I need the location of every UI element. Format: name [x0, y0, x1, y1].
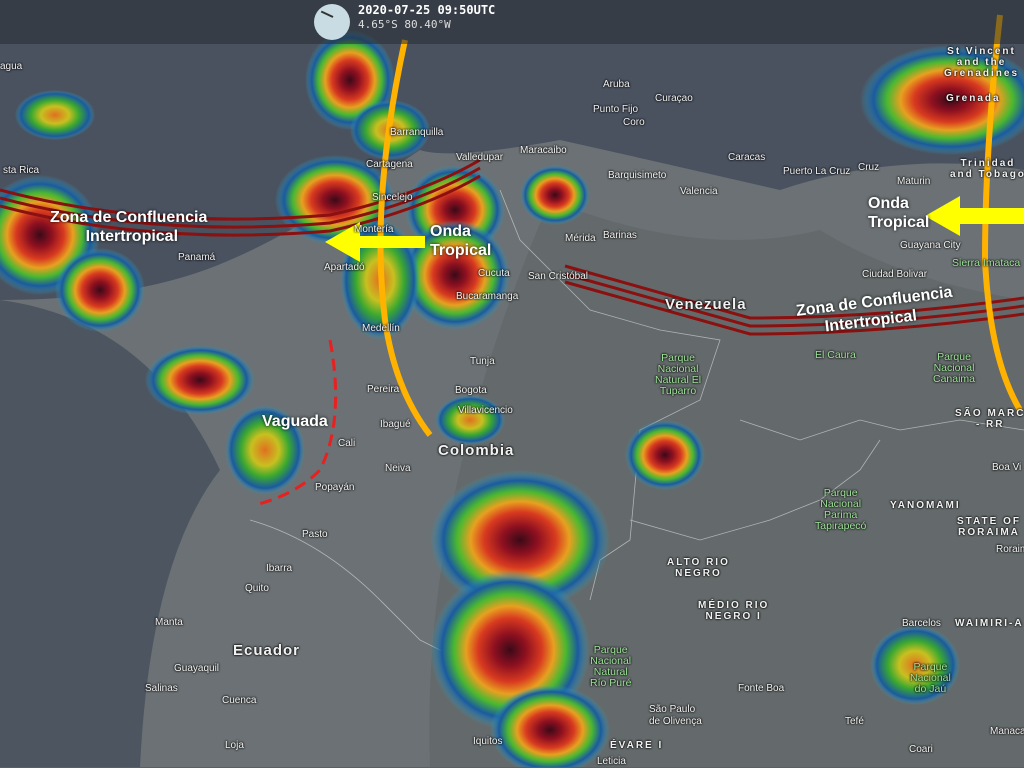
region-label: St Vincent and the Grenadines	[944, 46, 1020, 79]
place-label: Manta	[155, 617, 183, 628]
place-label: San Cristóbal	[528, 271, 589, 282]
place-label: Tefé	[845, 716, 864, 727]
place-label: Aruba	[603, 79, 630, 90]
place-label: Cartagena	[366, 159, 413, 170]
place-label: Boa Vi	[992, 462, 1022, 473]
place-label: Pasto	[302, 529, 328, 540]
borders	[249, 189, 1024, 661]
place-label: Valledupar	[456, 152, 504, 163]
place-label: Loja	[225, 740, 244, 751]
clock-icon	[314, 4, 350, 40]
place-label: São Paulo de Olivença	[649, 704, 702, 727]
place-label: Manaca	[990, 726, 1024, 737]
place-label: Neiva	[385, 463, 411, 474]
tropical-wave-axis-left	[377, 39, 433, 437]
place-label: Barquisimeto	[608, 170, 667, 181]
region-label: ALTO RIO NEGRO	[667, 557, 730, 579]
place-label: Maturin	[897, 176, 931, 187]
place-label: Villavicencio	[458, 405, 513, 416]
place-label: Caracas	[728, 152, 766, 163]
region-label: SÃO MARC - RR	[955, 408, 1024, 430]
region-label: STATE OF RORAIMA	[957, 516, 1021, 538]
trough-label: Vaguada	[262, 413, 328, 430]
place-label: Tunja	[470, 356, 495, 367]
itcz-lines-right	[564, 264, 1024, 336]
country-label: Ecuador	[233, 642, 301, 659]
place-label: Guayana City	[900, 240, 961, 251]
place-label: Barinas	[603, 230, 637, 241]
place-label: Coari	[909, 744, 933, 755]
place-label: Cuenca	[222, 695, 257, 706]
place-label: Sincelejo	[372, 192, 413, 203]
place-label: Ibagué	[380, 419, 411, 430]
place-label: Medellín	[362, 323, 400, 334]
place-label: Salinas	[145, 683, 178, 694]
place-label: Quito	[245, 583, 269, 594]
place-label: Valencia	[680, 186, 718, 197]
place-label: Roraim	[996, 544, 1024, 555]
region-label: WAIMIRI-A	[955, 618, 1024, 629]
country-label: Colombia	[438, 442, 515, 459]
place-label: Montería	[354, 224, 394, 235]
place-label: Pereira	[367, 384, 400, 395]
park-label: Parque Nacional Canaima	[933, 351, 976, 385]
park-label: Parque Nacional Natural El Tuparro	[655, 352, 702, 397]
country-label: Venezuela	[665, 296, 747, 313]
region-label: YANOMAMI	[890, 500, 961, 511]
place-label: Popayán	[315, 482, 355, 493]
trough-line	[254, 339, 338, 507]
place-label: Mérida	[565, 233, 596, 244]
park-label: Sierra Imataca	[952, 257, 1021, 269]
park-label: Parque Nacional Parima Tapirapecó	[815, 487, 867, 532]
pacific-ocean	[0, 300, 220, 767]
place-label: Barranquilla	[390, 127, 444, 138]
place-label: Coro	[623, 117, 645, 128]
region-label: Trinidad and Tobago	[950, 158, 1024, 180]
region-label: MÉDIO RIO NEGRO I	[698, 600, 770, 622]
place-label: Cucuta	[478, 268, 510, 279]
place-label: Iquitos	[473, 736, 503, 747]
place-label: Apartadó	[324, 262, 365, 273]
place-label: agua	[0, 61, 23, 72]
place-label: Ibarra	[266, 563, 293, 574]
place-label: Maracaibo	[520, 145, 567, 156]
tropical-wave-label-right: Onda Tropical	[868, 195, 930, 231]
info-bar	[0, 0, 1024, 44]
place-label: Panamá	[178, 252, 216, 263]
caribbean-sea	[0, 0, 1024, 300]
place-label: Ciudad Bolivar	[862, 269, 928, 280]
place-label: Punto Fijo	[593, 104, 639, 115]
place-label: Fonte Boa	[738, 683, 785, 694]
place-label: Cruz	[858, 162, 880, 173]
place-label: Guayaquil	[174, 663, 220, 674]
itcz-label-left: Zona de Confluencia Intertropical	[50, 209, 208, 245]
place-label: Bucaramanga	[456, 291, 519, 302]
place-label: sta Rica	[3, 165, 40, 176]
place-label: Puerto La Cruz	[783, 166, 851, 177]
timestamp: 2020-07-25 09:50UTC	[358, 3, 496, 17]
place-label: Cali	[338, 438, 356, 449]
place-label: Leticia	[597, 756, 626, 767]
place-label: Bogota	[455, 385, 487, 396]
tropical-wave-axis-right	[981, 14, 1023, 412]
park-label: El Caura	[815, 349, 856, 361]
region-label: ÉVARE I	[610, 740, 664, 751]
park-label: Parque Nacional do Jaú	[910, 661, 951, 695]
tropical-wave-label-left: Onda Tropical	[430, 223, 492, 259]
place-label: Barcelos	[902, 618, 941, 629]
convective-storms	[0, 30, 1024, 767]
region-label: Grenada	[946, 93, 1001, 104]
place-label: Curaçao	[655, 93, 693, 104]
cursor-coordinates: 4.65°S 80.40°W	[358, 18, 451, 31]
park-label: Parque Nacional Natural Río Puré	[590, 644, 632, 689]
tropical-wave-arrow-right	[925, 196, 1024, 236]
tropical-wave-arrow-left	[325, 222, 425, 262]
itcz-lines-left	[0, 158, 481, 237]
